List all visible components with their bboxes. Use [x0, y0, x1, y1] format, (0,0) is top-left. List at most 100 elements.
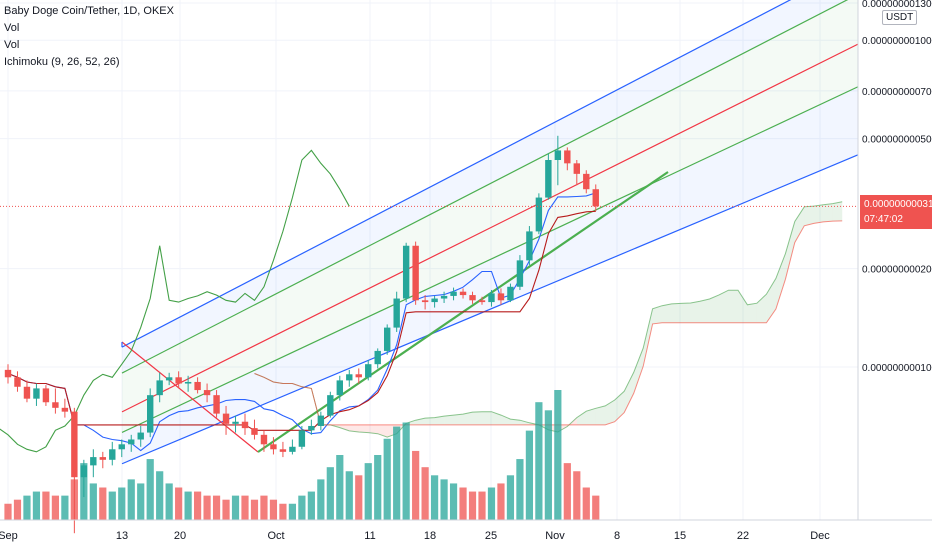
channel-inner-upper-line [121, 0, 849, 374]
time-axis-label: 18 [424, 530, 436, 542]
cloud-segment [737, 290, 748, 323]
volume-bar [146, 459, 154, 520]
cloud-segment [813, 204, 824, 224]
volume-bar [478, 491, 486, 520]
volume-bar [118, 487, 126, 520]
price-axis-label: 0.0000000001000 [862, 363, 932, 374]
last-price-value: 0.0000000003102 [864, 199, 932, 211]
volume-bar [279, 503, 287, 520]
pitchfork-channel-drawing[interactable] [121, 0, 859, 465]
volume-bar [468, 491, 477, 520]
volume-bar [165, 483, 173, 520]
candle-body [156, 380, 163, 396]
candle-body [232, 421, 239, 424]
volume-bar [449, 483, 458, 520]
cloud-segment [794, 206, 805, 243]
symbol-title[interactable]: Baby Doge Coin/Tether, 1D, OKEX [4, 5, 174, 17]
candle-body [165, 377, 173, 381]
volume-bar [487, 487, 496, 520]
volume-bar [459, 487, 467, 520]
candle-body [365, 364, 372, 378]
volume-bar [127, 479, 135, 520]
cloud-segment [463, 412, 473, 425]
candle-body [393, 298, 400, 328]
candle-body [61, 407, 69, 412]
candle-body [554, 150, 562, 161]
currency-unit-label[interactable]: USDT [882, 10, 918, 25]
volume-bar [61, 495, 69, 520]
ichimoku-indicator-label[interactable]: Ichimoku (9, 26, 52, 26) [4, 56, 120, 68]
cloud-segment [434, 416, 445, 425]
price-axis-label: 0.0000000007000 [862, 87, 932, 98]
lagging-span [0, 149, 350, 453]
channel-fill-mid-lower [122, 44, 858, 433]
channel-fill-lower [122, 86, 858, 464]
channel-inner-lower-line [121, 86, 859, 433]
candle-body [573, 163, 580, 174]
cloud-segment [444, 415, 454, 425]
pitchfork-handle [121, 341, 259, 453]
last-price-tag: 0.0000000003102 07:47:02 [860, 195, 932, 230]
cloud-segment [349, 424, 359, 433]
candle-body [488, 293, 495, 303]
candle-body [222, 413, 230, 424]
volume-bar [563, 463, 571, 520]
volume-bar [89, 483, 97, 520]
cloud-segment [832, 201, 843, 222]
cloud-segment [662, 303, 672, 323]
candle-body [99, 457, 106, 460]
volume-bar [374, 455, 382, 520]
candle-body [431, 298, 438, 303]
ichimoku-indicator [0, 149, 843, 453]
candle-body [71, 411, 78, 478]
price-axis-label: 0.0000000010000 [862, 36, 932, 47]
volume-bar [592, 495, 600, 520]
volume-bar [298, 495, 306, 520]
candle-body [336, 380, 343, 396]
volume-bar [535, 402, 543, 520]
candle-body [583, 173, 590, 190]
candle-body [317, 415, 325, 426]
cloud-segment [785, 221, 795, 280]
candle-body [440, 295, 448, 299]
volume-bar [23, 495, 31, 520]
candle-body [450, 291, 457, 296]
candle-body [535, 197, 543, 232]
cloud-segment [425, 417, 435, 425]
candle-body [507, 286, 514, 301]
candle-body [421, 300, 429, 303]
volume-indicator-label-2[interactable]: Vol [4, 39, 20, 51]
volume-bar [231, 495, 240, 520]
cloud-segment [719, 290, 729, 323]
volume-bar [497, 483, 505, 520]
volume-bar [241, 495, 249, 520]
cloud-segment [709, 294, 719, 323]
candle-body [260, 434, 268, 445]
volume-bar [506, 475, 515, 520]
cloud-segment [728, 290, 738, 323]
time-axis-label: 20 [174, 530, 186, 542]
candle-body [346, 374, 353, 381]
volume-bar [288, 503, 296, 520]
volume-bar [184, 491, 192, 520]
candle-body [497, 293, 505, 301]
candle-body [23, 386, 31, 399]
candle-body [42, 388, 50, 403]
candle-body [109, 449, 116, 460]
volume-bar [212, 495, 221, 520]
candle-body [128, 439, 135, 445]
volume-bars [4, 390, 600, 520]
volume-indicator-label[interactable]: Vol [4, 22, 20, 34]
volume-bar [307, 491, 315, 520]
candle-body [564, 150, 571, 164]
chart-legend: Baby Doge Coin/Tether, 1D, OKEX Vol Vol … [4, 3, 174, 71]
candle-body [459, 291, 467, 296]
volume-bar [336, 455, 344, 520]
cloud-segment [358, 424, 369, 433]
cloud-segment [491, 411, 501, 425]
price-axis-label: 0.0000000005000 [862, 135, 932, 146]
volume-bar [156, 471, 164, 520]
candle-body [289, 446, 296, 452]
candle-body [402, 245, 410, 299]
